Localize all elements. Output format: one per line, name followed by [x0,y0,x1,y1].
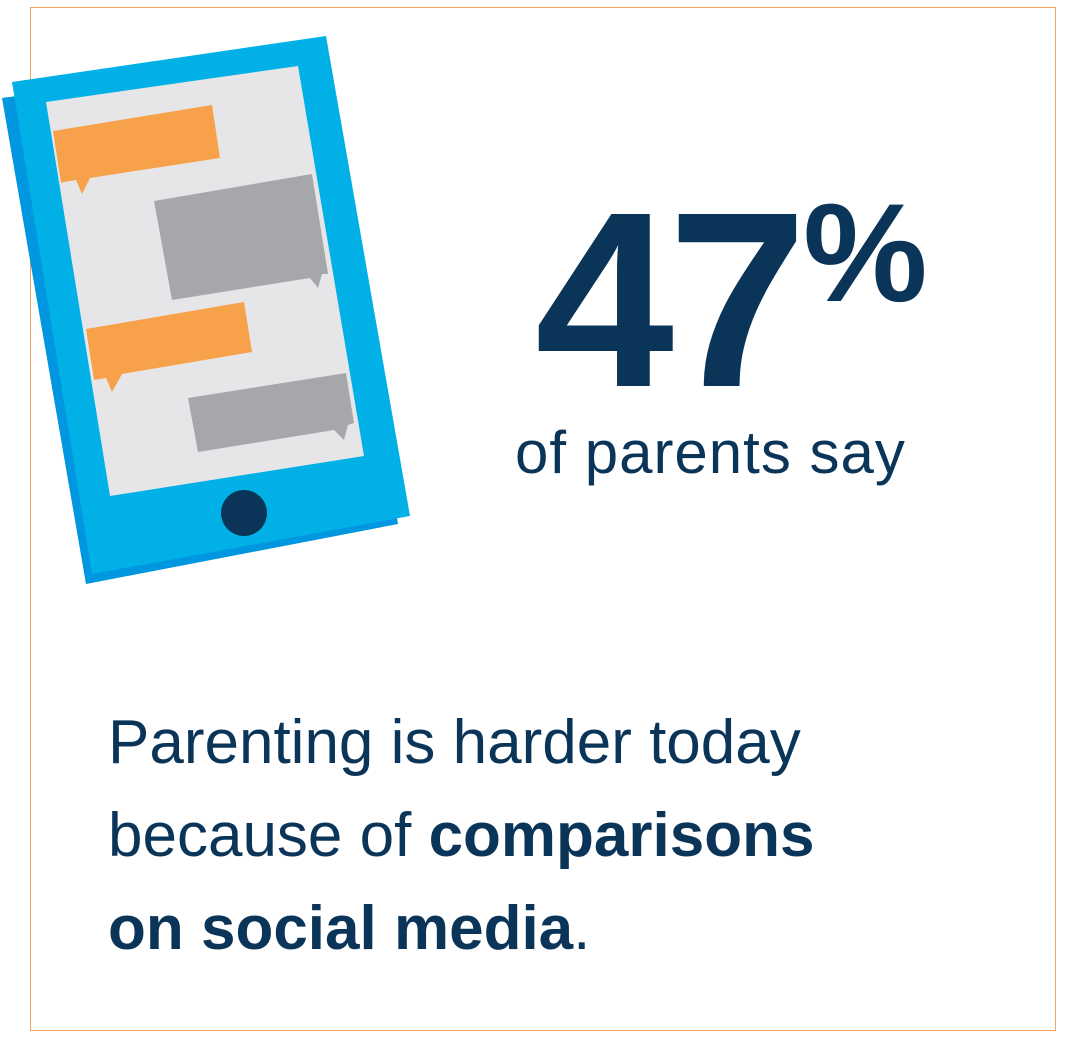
stat-caption: of parents say [515,419,906,486]
chat-bubble-orange [86,302,252,392]
statement-plain: because of [108,801,429,870]
statement-period: . [573,894,591,963]
stat-unit: % [803,174,928,331]
statement-line-1: Parenting is harder today [108,708,801,777]
stat-number: 47 [535,160,807,439]
chat-bubble-orange [53,105,220,194]
statement-emphasis: on social media [108,894,574,963]
home-button-icon [221,490,267,536]
tablet-chat-icon [2,36,410,584]
statement-text: Parenting is harder today because of com… [108,696,1008,975]
statement-emphasis: comparisons [428,801,815,870]
card-frame [30,7,1056,1031]
statement-line-2: because of comparisons [108,789,1008,882]
chat-bubble-gray [154,174,328,300]
chat-bubble-gray [188,373,354,452]
statement-line-3: on social media. [108,882,1008,975]
stat-percentage: 47 % [535,175,928,425]
